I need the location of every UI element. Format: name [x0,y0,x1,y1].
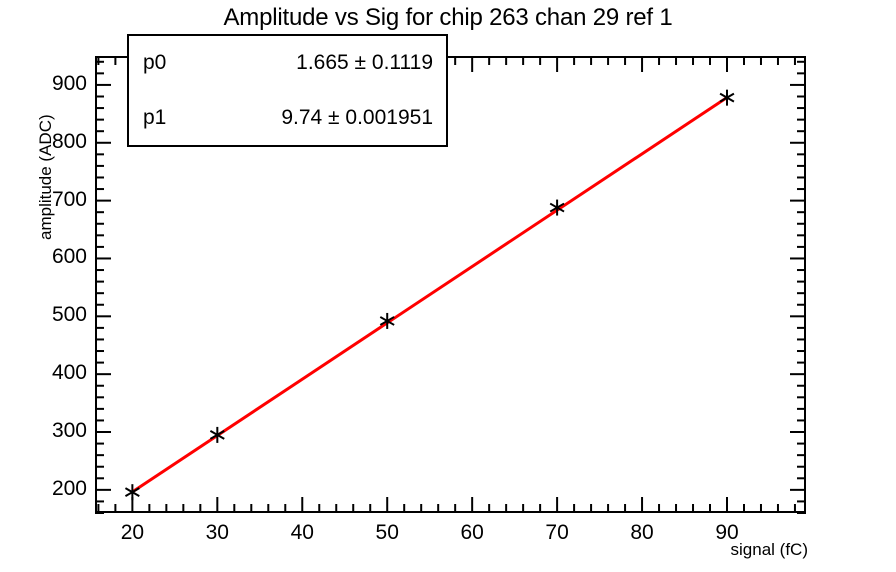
fit-row: p0 1.665 ± 0.1119 [129,36,446,91]
y-axis-tick-label: 300 [51,419,87,442]
fit-statistics-box: p0 1.665 ± 0.1119 p1 9.74 ± 0.001951 [127,34,448,147]
x-axis-tick-label: 40 [290,521,314,544]
y-axis-title: amplitude (ADC) [36,114,55,240]
x-axis-title: signal (fC) [730,540,808,559]
x-axis-tick-label: 90 [715,521,739,544]
fit-param-value: 9.74 ± 0.001951 [281,105,433,129]
x-axis-tick-label: 60 [460,521,484,544]
plot-frame [95,56,806,513]
y-axis-tick-label: 500 [51,303,87,327]
x-axis-tick-label: 20 [120,521,145,544]
x-axis-tick-label: 80 [630,521,654,544]
x-axis-tick-label: 70 [545,521,569,544]
x-axis-tick-label: 30 [205,521,229,544]
x-axis-tick-label: 50 [375,521,399,544]
y-axis-tick-label: 600 [51,245,87,269]
y-axis-tick-label: 400 [51,361,87,385]
y-axis-tick-label: 700 [51,187,87,211]
fit-param-name: p1 [143,105,167,129]
fit-row: p1 9.74 ± 0.001951 [129,91,446,146]
y-axis-tick-label: 200 [51,476,87,500]
y-axis-tick-label: 800 [51,129,87,153]
fit-param-name: p0 [143,51,167,75]
chart-title: Amplitude vs Sig for chip 263 chan 29 re… [223,4,673,31]
y-axis-tick-label: 900 [51,71,87,95]
fit-param-value: 1.665 ± 0.1119 [296,51,433,75]
